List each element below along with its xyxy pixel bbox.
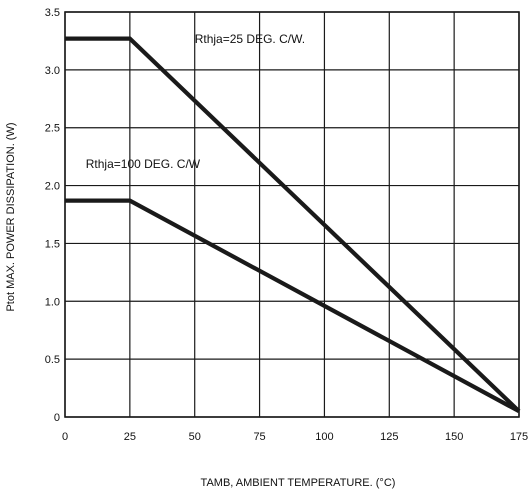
- x-tick-label: 125: [380, 431, 398, 443]
- y-tick-label: 3.0: [45, 65, 60, 77]
- x-tick-labels: 0 25 50 75 100 125 150 175: [62, 431, 528, 443]
- x-tick-label: 50: [189, 431, 201, 443]
- series-line-2: [65, 198, 520, 414]
- series-line-1: [65, 36, 521, 413]
- series-annotation-1: Rthja=25 DEG. C/W.: [195, 32, 305, 46]
- series-lines: [65, 36, 521, 414]
- y-tick-label: 1.5: [45, 238, 60, 250]
- x-tick-label: 75: [253, 431, 265, 443]
- y-axis-title: Ptot MAX. POWER DISSIPATION. (W): [5, 122, 17, 311]
- plot-frame: [64, 11, 520, 418]
- annotations: Rthja=25 DEG. C/W. Rthja=100 DEG. C/W: [86, 32, 305, 171]
- y-tick-label: 2.5: [45, 123, 60, 135]
- x-tick-label: 0: [62, 431, 68, 443]
- y-tick-label: 1.0: [45, 296, 60, 308]
- series-annotation-2: Rthja=100 DEG. C/W: [86, 157, 201, 171]
- grid: [64, 11, 520, 418]
- x-tick-label: 25: [124, 431, 136, 443]
- y-tick-label: 3.5: [45, 7, 60, 19]
- y-tick-label: 0: [54, 412, 60, 424]
- x-tick-label: 100: [315, 431, 333, 443]
- x-tick-label: 175: [510, 431, 528, 443]
- x-axis-title: TAMB, AMBIENT TEMPERATURE. (°C): [201, 477, 396, 489]
- y-tick-label: 0.5: [45, 354, 60, 366]
- y-tick-labels: 0 0.5 1.0 1.5 2.0 2.5 3.0 3.5: [45, 7, 60, 424]
- y-tick-label: 2.0: [45, 181, 60, 193]
- x-tick-label: 150: [445, 431, 463, 443]
